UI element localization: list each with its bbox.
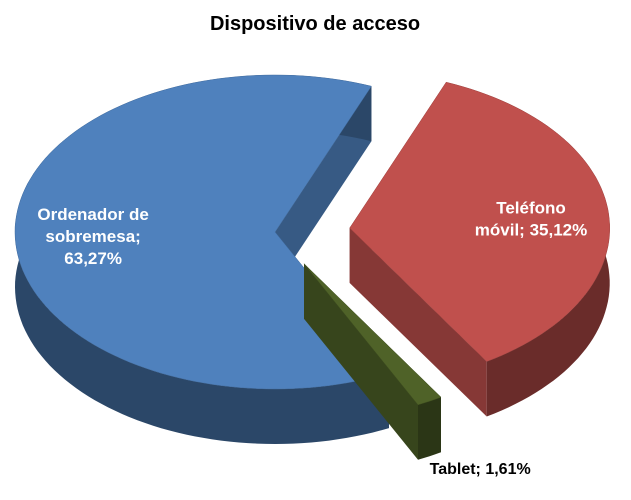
- slice-top: [303, 263, 442, 406]
- data-label: Teléfono móvil; 35,12%: [475, 198, 587, 239]
- data-label: Tablet; 1,61%: [430, 461, 531, 478]
- data-label: Ordenador de sobremesa; 63,27%: [37, 205, 148, 268]
- slice-wall: [304, 263, 418, 460]
- slice-wall: [349, 228, 487, 417]
- slice-top: [349, 81, 610, 362]
- slice-side: [418, 397, 441, 460]
- slice-top: [14, 74, 390, 390]
- pie-slice: [303, 263, 442, 460]
- chart-title: Dispositivo de acceso: [210, 13, 420, 35]
- slice-wall: [275, 86, 372, 287]
- pie-slice: [349, 81, 610, 417]
